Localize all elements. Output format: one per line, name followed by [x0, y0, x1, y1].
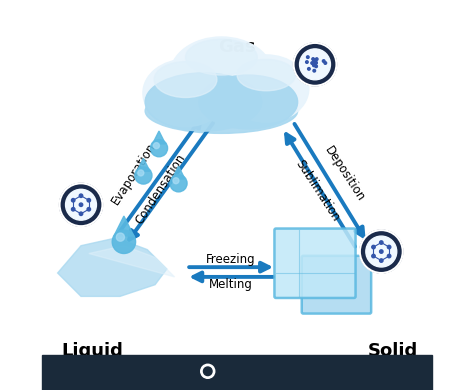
Text: Sublimation: Sublimation	[292, 158, 342, 224]
Circle shape	[138, 170, 144, 176]
Text: Solid: Solid	[368, 342, 418, 360]
Circle shape	[79, 212, 83, 215]
Circle shape	[387, 245, 391, 249]
Circle shape	[315, 61, 317, 64]
Circle shape	[360, 230, 403, 273]
Circle shape	[315, 65, 318, 67]
Ellipse shape	[199, 75, 298, 129]
Circle shape	[306, 61, 308, 63]
Ellipse shape	[170, 37, 273, 113]
Ellipse shape	[185, 39, 257, 75]
Text: Freezing: Freezing	[206, 253, 256, 266]
Circle shape	[87, 199, 91, 202]
Polygon shape	[366, 260, 396, 273]
Circle shape	[308, 67, 310, 70]
Polygon shape	[89, 246, 174, 277]
Ellipse shape	[224, 55, 309, 122]
Circle shape	[300, 49, 330, 80]
Circle shape	[79, 203, 83, 206]
Polygon shape	[137, 158, 150, 171]
Polygon shape	[58, 238, 167, 296]
Polygon shape	[300, 73, 330, 86]
Text: shutterst: shutterst	[104, 364, 184, 379]
Circle shape	[116, 233, 125, 241]
Ellipse shape	[154, 62, 217, 98]
Circle shape	[366, 236, 397, 267]
Text: ck: ck	[214, 364, 231, 378]
Circle shape	[203, 367, 212, 376]
Circle shape	[201, 364, 215, 378]
Circle shape	[313, 63, 316, 66]
Circle shape	[307, 56, 309, 58]
Circle shape	[72, 207, 75, 211]
Circle shape	[170, 175, 187, 192]
Circle shape	[380, 241, 383, 244]
Circle shape	[312, 58, 314, 60]
Ellipse shape	[145, 73, 262, 131]
Circle shape	[150, 140, 168, 157]
Text: shutterst: shutterst	[112, 364, 185, 378]
Circle shape	[135, 167, 152, 184]
Ellipse shape	[145, 89, 298, 133]
Circle shape	[380, 259, 383, 262]
Circle shape	[322, 60, 325, 62]
FancyBboxPatch shape	[302, 256, 371, 314]
Circle shape	[387, 254, 391, 258]
Circle shape	[315, 62, 317, 64]
Text: Deposition: Deposition	[321, 144, 367, 204]
Bar	[42, 355, 432, 390]
Circle shape	[372, 254, 375, 258]
Ellipse shape	[237, 59, 295, 91]
Text: Evaporation: Evaporation	[109, 140, 158, 207]
Circle shape	[293, 43, 337, 86]
Circle shape	[313, 59, 315, 62]
Text: Liquid: Liquid	[62, 342, 124, 360]
Polygon shape	[114, 216, 134, 236]
Circle shape	[65, 189, 96, 220]
Polygon shape	[172, 166, 185, 179]
Circle shape	[112, 230, 136, 254]
Text: ck: ck	[216, 364, 235, 379]
Circle shape	[372, 245, 375, 249]
Circle shape	[60, 183, 102, 226]
Circle shape	[173, 178, 179, 184]
Circle shape	[79, 194, 83, 197]
Circle shape	[315, 58, 318, 60]
Polygon shape	[153, 131, 165, 144]
Circle shape	[154, 143, 159, 149]
Ellipse shape	[143, 59, 228, 127]
Text: Gas: Gas	[218, 38, 256, 56]
Text: Melting: Melting	[209, 278, 253, 291]
Circle shape	[313, 69, 316, 72]
FancyBboxPatch shape	[274, 229, 356, 298]
Circle shape	[311, 62, 313, 64]
Circle shape	[72, 199, 75, 202]
Polygon shape	[66, 213, 96, 226]
Circle shape	[380, 250, 383, 253]
Circle shape	[312, 64, 315, 67]
Text: Condensation: Condensation	[133, 152, 189, 227]
Circle shape	[87, 207, 91, 211]
Circle shape	[324, 62, 327, 64]
